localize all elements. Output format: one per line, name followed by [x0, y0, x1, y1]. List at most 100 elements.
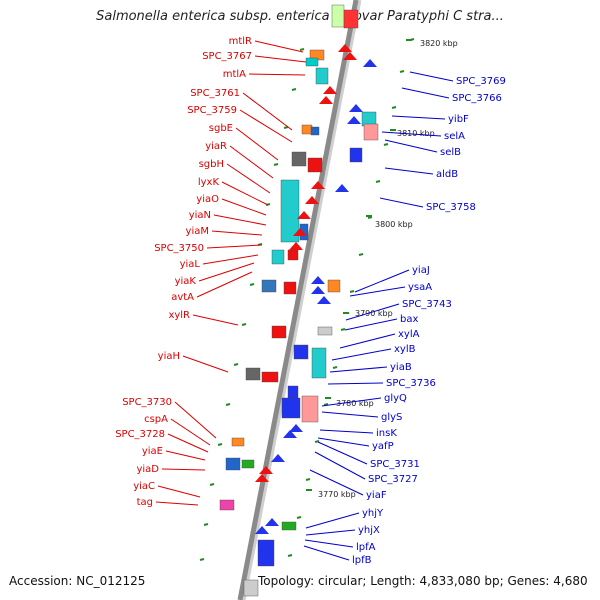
gene-label-yiaB: yiaB [390, 362, 412, 373]
gene-leader-right [384, 167, 434, 175]
gene-label-yiaO: yiaO [196, 194, 219, 205]
ring-tick-0-8 [340, 328, 346, 331]
gene-leader-right [384, 139, 438, 153]
gene-leader-right [309, 469, 364, 496]
gene-leader-left [213, 214, 267, 226]
gene-leader-left [202, 254, 259, 265]
gene-label-SPC_3750: SPC_3750 [154, 243, 204, 254]
ring-tick-0-12 [305, 478, 311, 481]
gene-block-15 [327, 279, 341, 293]
position-label: 3790 kbp [355, 309, 393, 318]
gene-leader-left [182, 355, 229, 373]
gene-label-SPC_3743: SPC_3743 [402, 299, 452, 310]
gene-label-lpfA: lpfA [356, 542, 376, 553]
ring-tick-0-3 [383, 143, 389, 146]
gene-label-tag: tag [137, 497, 153, 508]
gene-leader-right [354, 269, 410, 293]
gene-leader-right [391, 115, 446, 120]
gene-leader-left [254, 55, 307, 63]
gene-block-8 [307, 157, 323, 173]
gene-label-SPC_3727: SPC_3727 [368, 474, 418, 485]
gene-arrow-21 [255, 526, 269, 534]
gene-arrow-4 [311, 181, 325, 189]
gene-block-26 [225, 457, 241, 471]
gene-leader-right [409, 71, 454, 82]
gene-leader-right [381, 131, 442, 137]
gene-leader-left [242, 92, 293, 131]
gene-leader-right [314, 451, 366, 480]
gene-arrow-11 [363, 59, 377, 67]
gene-label-selA: selA [444, 131, 465, 142]
backbone-shadow [240, 0, 362, 600]
gene-label-mtlA: mtlA [223, 69, 246, 80]
gene-label-mtlR: mtlR [229, 36, 252, 47]
gene-label-yiaC: yiaC [133, 481, 155, 492]
ring-tick-0-4 [375, 180, 381, 183]
gene-leader-left [235, 127, 279, 161]
gene-label-ysaA: ysaA [408, 282, 432, 293]
gene-block-16 [317, 326, 333, 336]
gene-label-yiaR: yiaR [205, 141, 227, 152]
gene-leader-left [192, 314, 239, 326]
gene-block-30 [257, 539, 275, 567]
ring-tick-1-13 [199, 558, 205, 561]
gene-label-lpfB: lpfB [352, 555, 372, 566]
gene-block-27 [241, 459, 255, 469]
gene-arrow-7 [293, 228, 307, 236]
gene-arrow-1 [343, 52, 357, 60]
gene-label-insK: insK [376, 428, 397, 439]
gene-block-12 [287, 249, 299, 261]
gene-block-3 [305, 57, 319, 67]
gene-block-9 [280, 179, 300, 243]
gene-label-yiaD: yiaD [136, 464, 159, 475]
gene-label-yiaL: yiaL [180, 259, 201, 270]
ring-tick-0-11 [314, 440, 320, 443]
ring-tick-1-9 [225, 403, 231, 406]
gene-label-SPC_3736: SPC_3736 [386, 378, 436, 389]
gene-block-22 [301, 395, 319, 423]
ring-tick-1-10 [217, 443, 223, 446]
gene-label-yiaF: yiaF [366, 490, 387, 501]
ring-tick-0-6 [358, 253, 364, 256]
ring-tick-0-13 [296, 516, 302, 519]
gene-block-23 [287, 385, 299, 399]
gene-leader-left [221, 181, 269, 206]
ring-tick-0-5 [367, 216, 373, 219]
ring-tick-1-8 [233, 363, 239, 366]
gene-arrow-18 [283, 430, 297, 438]
gene-block-11 [271, 249, 285, 265]
gene-leader-left [170, 418, 211, 446]
gene-block-6 [310, 126, 320, 136]
gene-leader-left [198, 262, 255, 282]
gene-arrow-20 [265, 518, 279, 526]
gene-leader-right [339, 333, 396, 349]
gene-leader-right [379, 197, 424, 208]
gene-label-yiaK: yiaK [175, 276, 197, 287]
gene-block-33 [363, 123, 379, 141]
ring-tick-0-1 [399, 70, 405, 73]
gene-leader-left [239, 109, 293, 143]
gene-leader-right [305, 512, 360, 529]
gene-leader-right [321, 397, 382, 407]
gene-block-28 [219, 499, 235, 511]
gene-label-sgbH: sgbH [199, 159, 224, 170]
gene-label-cspA: cspA [144, 414, 168, 425]
gene-leader-right [349, 286, 406, 297]
gene-arrow-2 [323, 86, 337, 94]
gene-label-yafP: yafP [372, 441, 394, 452]
gene-leader-left [248, 73, 306, 76]
gene-leader-left [196, 271, 253, 298]
ring-tick-1-3 [273, 163, 279, 166]
ring-tick-1-2 [283, 126, 289, 129]
gene-label-yiaN: yiaN [189, 210, 211, 221]
gene-leader-right [345, 303, 400, 321]
ring-tick-0-10 [323, 403, 329, 406]
gene-leader-right [317, 441, 368, 465]
genome-backbone [237, 0, 359, 600]
gene-label-SPC_3766: SPC_3766 [452, 93, 502, 104]
ring-tick-1-1 [291, 88, 297, 91]
gene-label-glyS: glyS [381, 412, 402, 423]
gene-label-SPC_3730: SPC_3730 [122, 397, 172, 408]
